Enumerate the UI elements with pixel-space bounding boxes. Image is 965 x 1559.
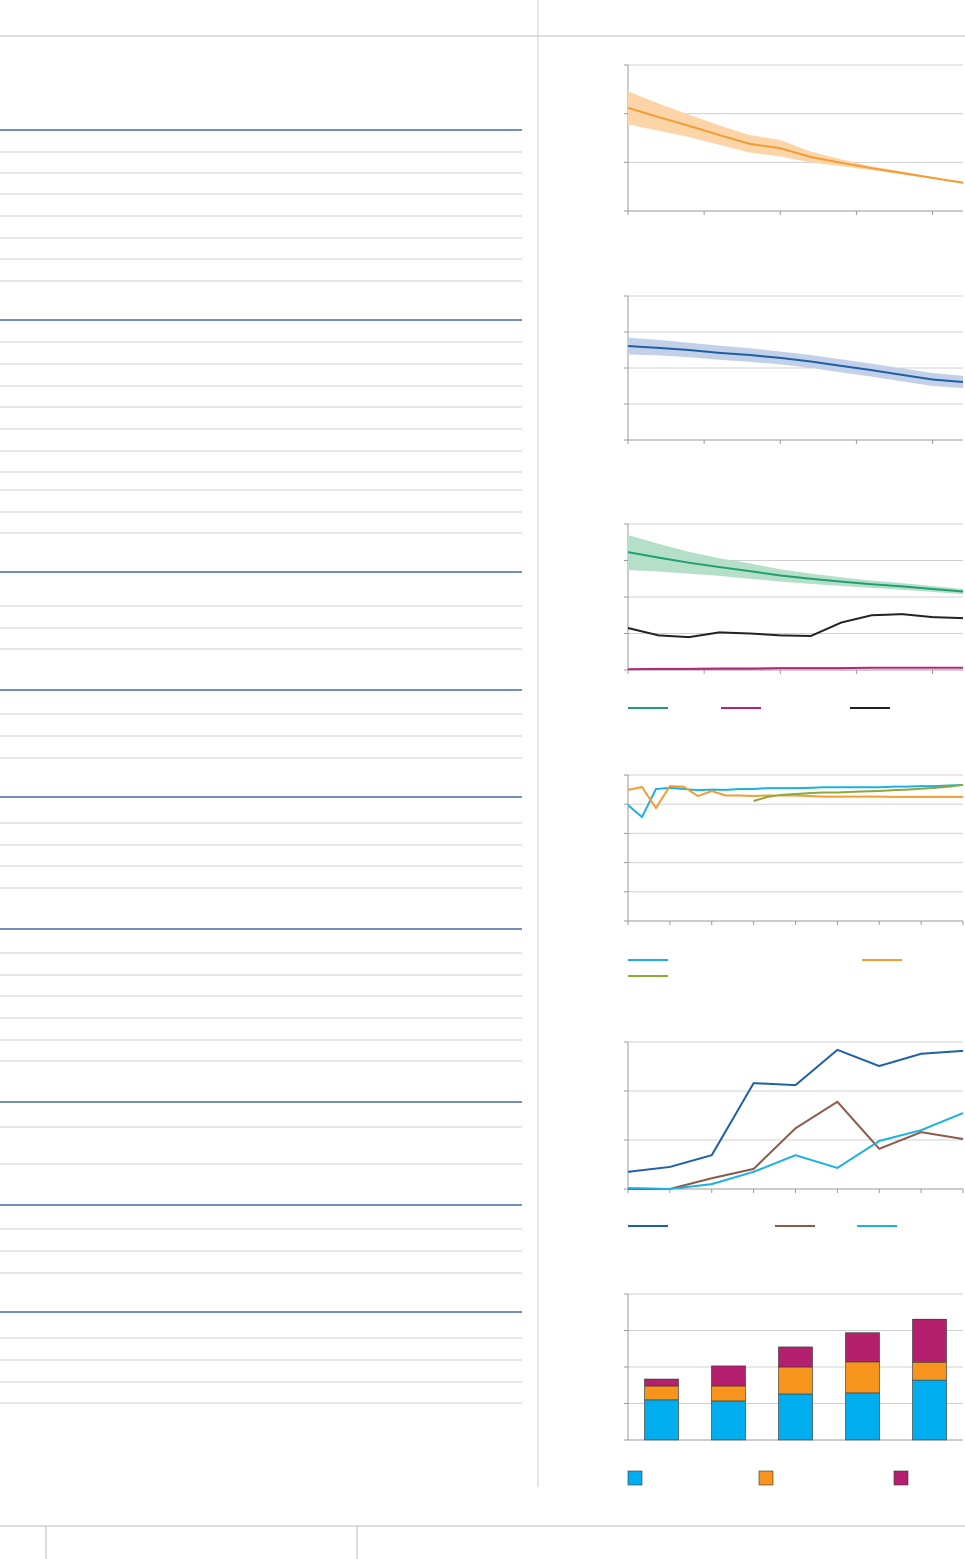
series-line [627,551,964,593]
bar-segment [711,1400,746,1441]
series-line [627,345,964,384]
legend-swatch [893,1470,909,1486]
series-line [753,783,964,802]
bar-segment [711,1365,746,1387]
bar-segment [778,1393,813,1441]
bar-segment [845,1392,880,1441]
bar-segment [711,1385,746,1402]
series-line [628,1100,964,1190]
bar-segment [845,1361,880,1394]
bar-segment [912,1318,947,1363]
confidence-band [628,91,963,184]
legend-swatch [627,1470,643,1486]
bar-segment [644,1385,679,1401]
bar-segment [644,1399,679,1441]
confidence-band [628,534,963,595]
series-line [627,613,964,639]
bar-segment [845,1332,880,1363]
series-line [627,1048,964,1173]
bar-segment [778,1366,813,1395]
series-line [627,106,964,184]
series-line [627,785,963,810]
bar-segment [912,1361,947,1381]
series-line [627,1112,964,1191]
legend-swatch [758,1470,774,1486]
bar-segment [644,1378,679,1387]
bar-segment [912,1379,947,1441]
bar-segment [778,1346,813,1368]
series-line [627,783,964,819]
confidence-band [628,337,963,389]
series-line [627,666,963,671]
